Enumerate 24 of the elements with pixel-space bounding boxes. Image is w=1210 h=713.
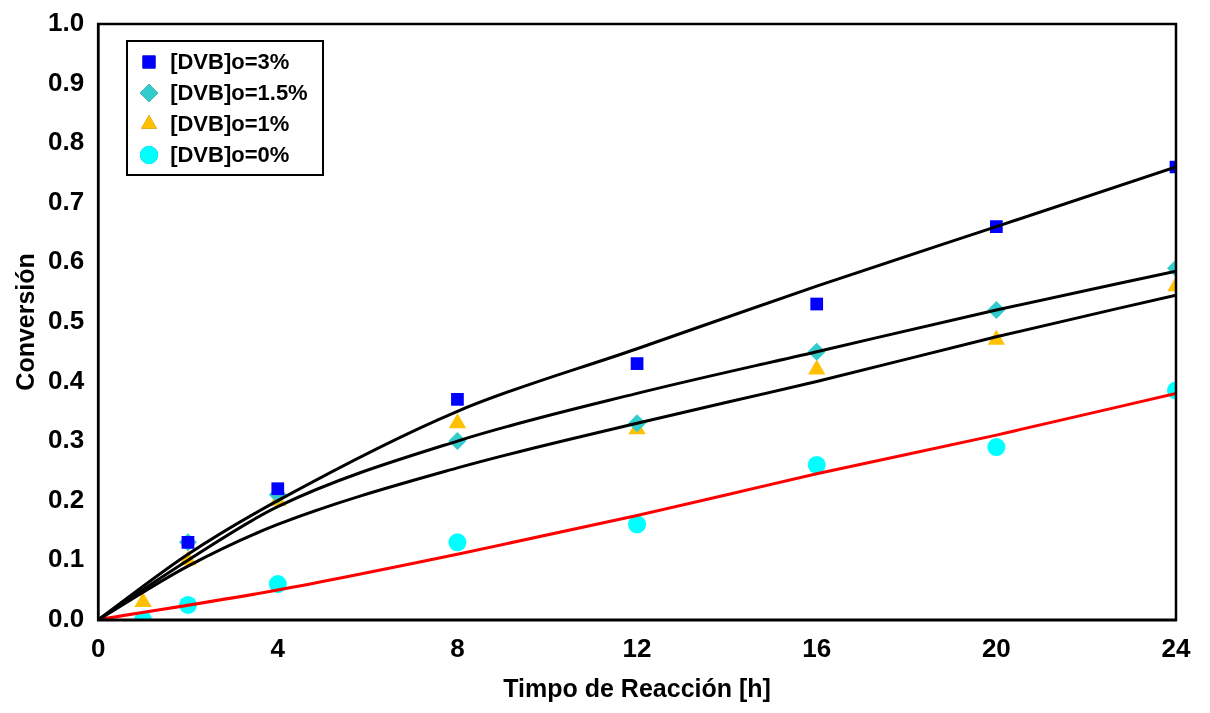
- x-tick-label: 20: [981, 632, 1011, 663]
- y-tick-label: 0.2: [47, 483, 85, 514]
- y-axis-title: Conversión: [10, 253, 39, 391]
- x-tick-label: 16: [802, 632, 832, 663]
- x-axis-title: Timpo de Reacción [h]: [503, 673, 771, 702]
- y-tick-label: 0.6: [47, 245, 85, 276]
- x-tick-label: 12: [622, 632, 652, 663]
- x-tick-label: 8: [450, 632, 465, 663]
- y-tick-label: 0.1: [47, 543, 85, 574]
- legend-label: [DVB]o=3%: [170, 48, 290, 75]
- y-tick-label: 0.9: [47, 66, 85, 97]
- y-tick-label: 0.3: [47, 424, 85, 455]
- y-tick-label: 0.0: [47, 602, 85, 633]
- y-tick-label: 1.0: [47, 7, 85, 38]
- y-tick-label: 0.4: [47, 364, 85, 395]
- legend-label: [DVB]o=0%: [170, 141, 290, 168]
- x-tick-label: 4: [270, 632, 286, 663]
- x-tick-label: 0: [90, 632, 106, 663]
- legend-label: [DVB]o=1.5%: [170, 79, 308, 106]
- y-tick-label: 0.7: [47, 185, 85, 216]
- x-tick-label: 24: [1161, 632, 1191, 663]
- y-tick-label: 0.5: [47, 305, 85, 336]
- y-tick-label: 0.8: [47, 126, 85, 157]
- legend-label: [DVB]o=1%: [170, 110, 290, 137]
